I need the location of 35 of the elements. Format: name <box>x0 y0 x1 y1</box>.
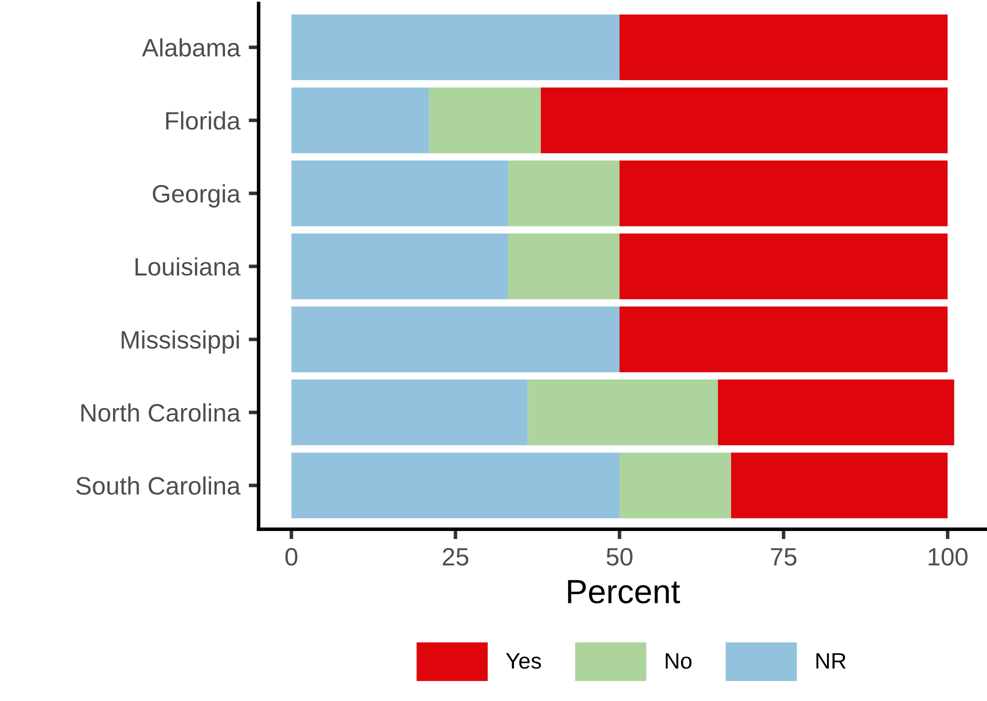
y-tick-label: North Carolina <box>81 403 241 422</box>
x-tick-label: 100 <box>928 548 968 566</box>
x-tick-label: 25 <box>442 548 468 566</box>
legend-label: NR <box>816 653 846 669</box>
x-tick-label: 0 <box>285 548 298 566</box>
bar <box>429 87 541 154</box>
bar <box>620 160 948 226</box>
bar <box>291 87 430 154</box>
y-tick-label: Florida <box>166 111 241 130</box>
bar <box>731 452 948 518</box>
y-tick-label: Georgia <box>152 184 241 208</box>
x-axis-title: Percent <box>568 580 680 604</box>
bar <box>291 306 620 372</box>
bar <box>508 234 620 300</box>
y-tick-label: Louisiana <box>136 257 241 276</box>
bar <box>620 306 948 372</box>
bar <box>291 14 620 80</box>
x-tick-label: 50 <box>606 548 632 566</box>
bar <box>291 380 528 446</box>
legend-label: No <box>666 653 692 669</box>
bar <box>620 14 948 80</box>
bar <box>620 234 948 300</box>
legend-label: Yes <box>506 653 541 669</box>
bar <box>291 234 508 300</box>
bar <box>291 160 508 226</box>
bar <box>540 87 948 154</box>
y-tick-label: Alabama <box>142 38 241 57</box>
bar <box>508 160 620 226</box>
y-tick-label: Mississippi <box>122 330 239 354</box>
y-tick-label: South Carolina <box>76 476 241 495</box>
bar <box>718 380 954 446</box>
x-tick-label: 75 <box>770 548 796 566</box>
bar <box>291 452 620 518</box>
bar <box>620 452 732 518</box>
bar <box>528 380 718 446</box>
